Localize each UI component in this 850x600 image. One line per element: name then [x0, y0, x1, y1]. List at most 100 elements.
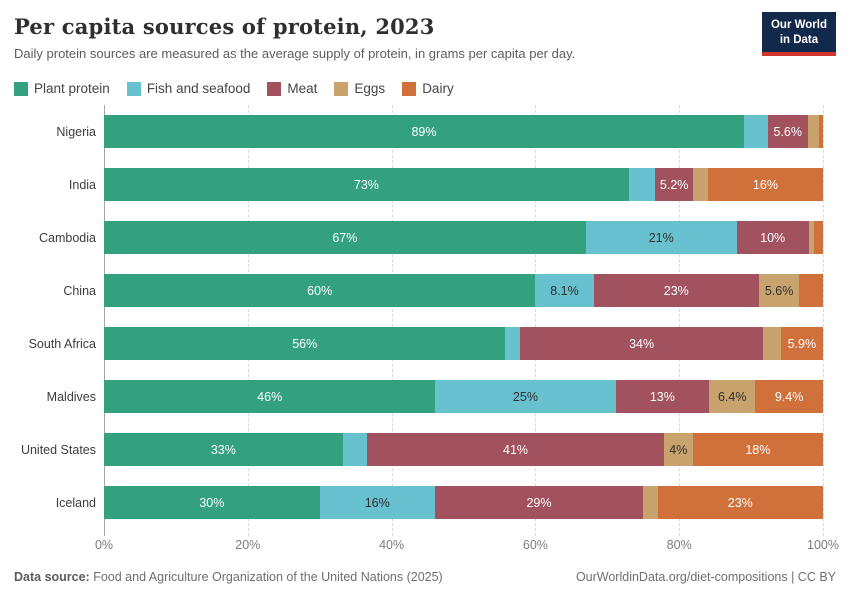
bar-segment-fish-and-seafood[interactable] — [342, 433, 368, 466]
bar-segment-dairy[interactable]: 18% — [692, 433, 823, 466]
axis-tick-label: 0% — [94, 538, 114, 552]
header: Per capita sources of protein, 2023 Dail… — [14, 10, 836, 71]
bar-row-united-states: United States 33% 41% 4% 18% — [14, 423, 823, 476]
owid-logo-line2: in Data — [779, 33, 819, 46]
bar-row-cambodia: Cambodia 67% 21% 10% — [14, 211, 823, 264]
axis-tick-label: 60% — [522, 538, 548, 552]
footer: Data source: Food and Agriculture Organi… — [14, 570, 836, 584]
segment-value-label: 23% — [727, 495, 753, 510]
bar-segment-eggs[interactable]: 4% — [663, 433, 693, 466]
axis-tick-label: 80% — [666, 538, 692, 552]
country-label: United States — [20, 442, 96, 457]
country-label: Maldives — [46, 389, 96, 404]
legend-swatch-icon — [334, 81, 349, 96]
bar-segment-eggs[interactable] — [763, 327, 781, 360]
legend-item-plant-protein[interactable]: Plant protein — [14, 81, 110, 96]
segment-value-label: 16% — [364, 495, 390, 510]
bar-segment-plant-protein[interactable]: 46% — [104, 380, 436, 413]
owid-logo[interactable]: Our World in Data — [761, 12, 836, 56]
legend-label: Meat — [287, 81, 318, 96]
legend-item-eggs[interactable]: Eggs — [334, 81, 385, 96]
bar-track: 30% 16% 29% 23% — [104, 486, 823, 519]
bar-row-china: China 60% 8.1% 23% 5.6% — [14, 264, 823, 317]
bar-segment-meat[interactable]: 5.2% — [655, 168, 693, 201]
segment-value-label: 67% — [332, 230, 358, 245]
bar-segment-eggs[interactable]: 6.4% — [709, 380, 756, 413]
bar-segment-fish-and-seafood[interactable]: 25% — [435, 380, 616, 413]
bar-segment-dairy[interactable]: 5.9% — [780, 327, 823, 360]
axis-tick-label: 40% — [379, 538, 405, 552]
header-text: Per capita sources of protein, 2023 Dail… — [14, 10, 575, 71]
bar-row-maldives: Maldives 46% 25% 13% 6.4% 9.4% — [14, 370, 823, 423]
segment-value-label: 6.4% — [717, 389, 747, 404]
bar-segment-plant-protein[interactable]: 33% — [104, 433, 343, 466]
bar-segment-fish-and-seafood[interactable] — [628, 168, 656, 201]
bar-segment-fish-and-seafood[interactable] — [505, 327, 520, 360]
grid-line — [535, 105, 537, 536]
bar-segment-plant-protein[interactable]: 56% — [104, 327, 506, 360]
segment-value-label: 41% — [503, 442, 529, 457]
country-label: Iceland — [55, 495, 96, 510]
bar-segment-eggs[interactable]: 5.6% — [758, 274, 800, 307]
footer-link[interactable]: OurWorldinData.org/diet-compositions | C… — [575, 570, 836, 584]
segment-value-label: 34% — [629, 336, 655, 351]
data-source-label: Data source: — [14, 570, 90, 584]
bar-row-iceland: Iceland 30% 16% 29% 23% — [14, 476, 823, 529]
bar-segment-plant-protein[interactable]: 30% — [104, 486, 320, 519]
bar-segment-dairy[interactable]: 23% — [657, 486, 823, 519]
bar-segment-eggs[interactable] — [808, 221, 815, 254]
bar-track: 33% 41% 4% 18% — [104, 433, 823, 466]
bar-track: 56% 34% 5.9% — [104, 327, 823, 360]
bar-segment-meat[interactable]: 34% — [519, 327, 764, 360]
bar-segment-meat[interactable]: 10% — [736, 221, 809, 254]
bar-segment-fish-and-seafood[interactable]: 8.1% — [535, 274, 594, 307]
bar-segment-eggs[interactable] — [643, 486, 658, 519]
page-title: Per capita sources of protein, 2023 — [14, 14, 435, 39]
segment-value-label: 5.6% — [773, 124, 803, 139]
bar-segment-plant-protein[interactable]: 60% — [104, 274, 536, 307]
bar-segment-eggs[interactable] — [692, 168, 708, 201]
country-label: South Africa — [28, 336, 96, 351]
legend-swatch-icon — [402, 81, 417, 96]
bar-row-india: India 73% 5.2% 16% — [14, 158, 823, 211]
segment-value-label: 56% — [292, 336, 318, 351]
bar-segment-dairy[interactable] — [799, 274, 823, 307]
chart-rows: Nigeria 89% 5.6% India 73% 5.2% 16% Cambodia 67%… — [14, 105, 823, 529]
legend-item-meat[interactable]: Meat — [267, 81, 317, 96]
segment-value-label: 89% — [411, 124, 437, 139]
bar-segment-dairy[interactable]: 9.4% — [755, 380, 823, 413]
bar-segment-plant-protein[interactable]: 73% — [104, 168, 629, 201]
bar-segment-dairy[interactable] — [814, 221, 823, 254]
page-subtitle: Daily protein sources are measured as th… — [14, 46, 576, 61]
bar-segment-meat[interactable]: 23% — [593, 274, 759, 307]
legend-item-fish-and-seafood[interactable]: Fish and seafood — [126, 81, 250, 96]
bar-row-nigeria: Nigeria 89% 5.6% — [14, 105, 823, 158]
segment-value-label: 33% — [210, 442, 236, 457]
segment-value-label: 5.6% — [764, 283, 794, 298]
bar-segment-fish-and-seafood[interactable]: 21% — [585, 221, 737, 254]
bar-segment-dairy[interactable] — [818, 115, 823, 148]
segment-value-label: 23% — [663, 283, 689, 298]
bar-segment-fish-and-seafood[interactable] — [743, 115, 768, 148]
bar-segment-fish-and-seafood[interactable]: 16% — [319, 486, 435, 519]
segment-value-label: 9.4% — [774, 389, 804, 404]
country-label: Cambodia — [39, 230, 96, 245]
bar-segment-eggs[interactable] — [807, 115, 819, 148]
bar-segment-meat[interactable]: 13% — [615, 380, 710, 413]
bar-segment-dairy[interactable]: 16% — [707, 168, 823, 201]
axis-tick-label: 20% — [235, 538, 261, 552]
bar-segment-meat[interactable]: 29% — [434, 486, 644, 519]
axis-tick-label: 100% — [807, 538, 839, 552]
bar-segment-plant-protein[interactable]: 67% — [104, 221, 586, 254]
grid-line — [247, 105, 249, 536]
bar-segment-plant-protein[interactable]: 89% — [104, 115, 744, 148]
bar-segment-meat[interactable]: 41% — [367, 433, 664, 466]
data-source-text: Food and Agriculture Organization of the… — [89, 570, 443, 584]
axis-zero-line — [104, 105, 105, 536]
legend-item-dairy[interactable]: Dairy — [402, 81, 454, 96]
segment-value-label: 13% — [649, 389, 675, 404]
bar-track: 73% 5.2% 16% — [104, 168, 823, 201]
data-source: Data source: Food and Agriculture Organi… — [14, 570, 443, 584]
bar-segment-meat[interactable]: 5.6% — [767, 115, 808, 148]
country-label: India — [68, 177, 96, 192]
